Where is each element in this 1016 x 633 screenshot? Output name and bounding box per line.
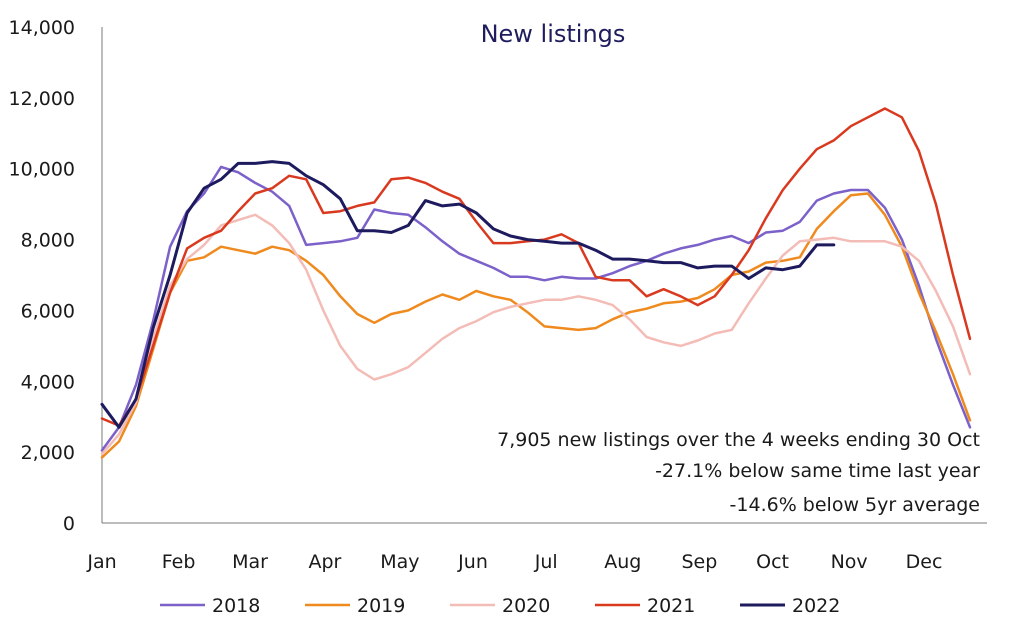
x-tick-label: Mar bbox=[232, 551, 268, 573]
legend-label-2018: 2018 bbox=[212, 595, 260, 617]
annotation-line-3: -14.6% below 5yr average bbox=[730, 494, 980, 516]
series-line-2018 bbox=[100, 165, 972, 452]
annotation-line-2: -27.1% below same time last year bbox=[655, 460, 980, 482]
x-tick-label: Sep bbox=[681, 551, 717, 573]
x-tick-label: Nov bbox=[831, 551, 868, 573]
y-tick-label: 8,000 bbox=[21, 230, 75, 252]
x-tick-label: Apr bbox=[309, 551, 342, 573]
x-tick-label: Jan bbox=[86, 551, 116, 573]
series-line-2019 bbox=[100, 192, 972, 459]
y-tick-label: 14,000 bbox=[9, 17, 75, 39]
legend-label-2020: 2020 bbox=[502, 595, 550, 617]
y-tick-label: 10,000 bbox=[9, 159, 75, 181]
series-line-2022 bbox=[100, 160, 836, 429]
chart-title: New listings bbox=[481, 20, 626, 48]
legend-label-2022: 2022 bbox=[792, 595, 840, 617]
x-tick-label: Feb bbox=[162, 551, 196, 573]
legend-label-2021: 2021 bbox=[647, 595, 695, 617]
series-line-2021 bbox=[100, 107, 972, 427]
y-tick-label: 0 bbox=[63, 513, 75, 535]
annotation-line-1: 7,905 new listings over the 4 weeks endi… bbox=[497, 429, 980, 451]
y-axis-ticks: 0 2,000 4,000 6,000 8,000 10,000 12,000 14,000 bbox=[9, 17, 75, 535]
x-tick-label: Dec bbox=[906, 551, 943, 573]
series-line-2020 bbox=[100, 213, 972, 456]
y-tick-label: 2,000 bbox=[21, 442, 75, 464]
y-tick-label: 12,000 bbox=[9, 88, 75, 110]
x-tick-label: Jul bbox=[534, 551, 558, 573]
x-tick-label: Jun bbox=[457, 551, 488, 573]
x-tick-label: Aug bbox=[604, 551, 641, 573]
y-tick-label: 4,000 bbox=[21, 371, 75, 393]
annotation-block: 7,905 new listings over the 4 weeks endi… bbox=[497, 429, 980, 516]
x-tick-label: Oct bbox=[756, 551, 789, 573]
x-tick-label: May bbox=[380, 551, 419, 573]
legend-label-2019: 2019 bbox=[357, 595, 405, 617]
y-tick-label: 6,000 bbox=[21, 300, 75, 322]
legend: 2018 2019 2020 2021 2022 bbox=[160, 595, 840, 617]
series-lines bbox=[100, 107, 972, 459]
x-axis-ticks: Jan Feb Mar Apr May Jun Jul Aug Sep Oct Nov Dec bbox=[86, 551, 942, 573]
